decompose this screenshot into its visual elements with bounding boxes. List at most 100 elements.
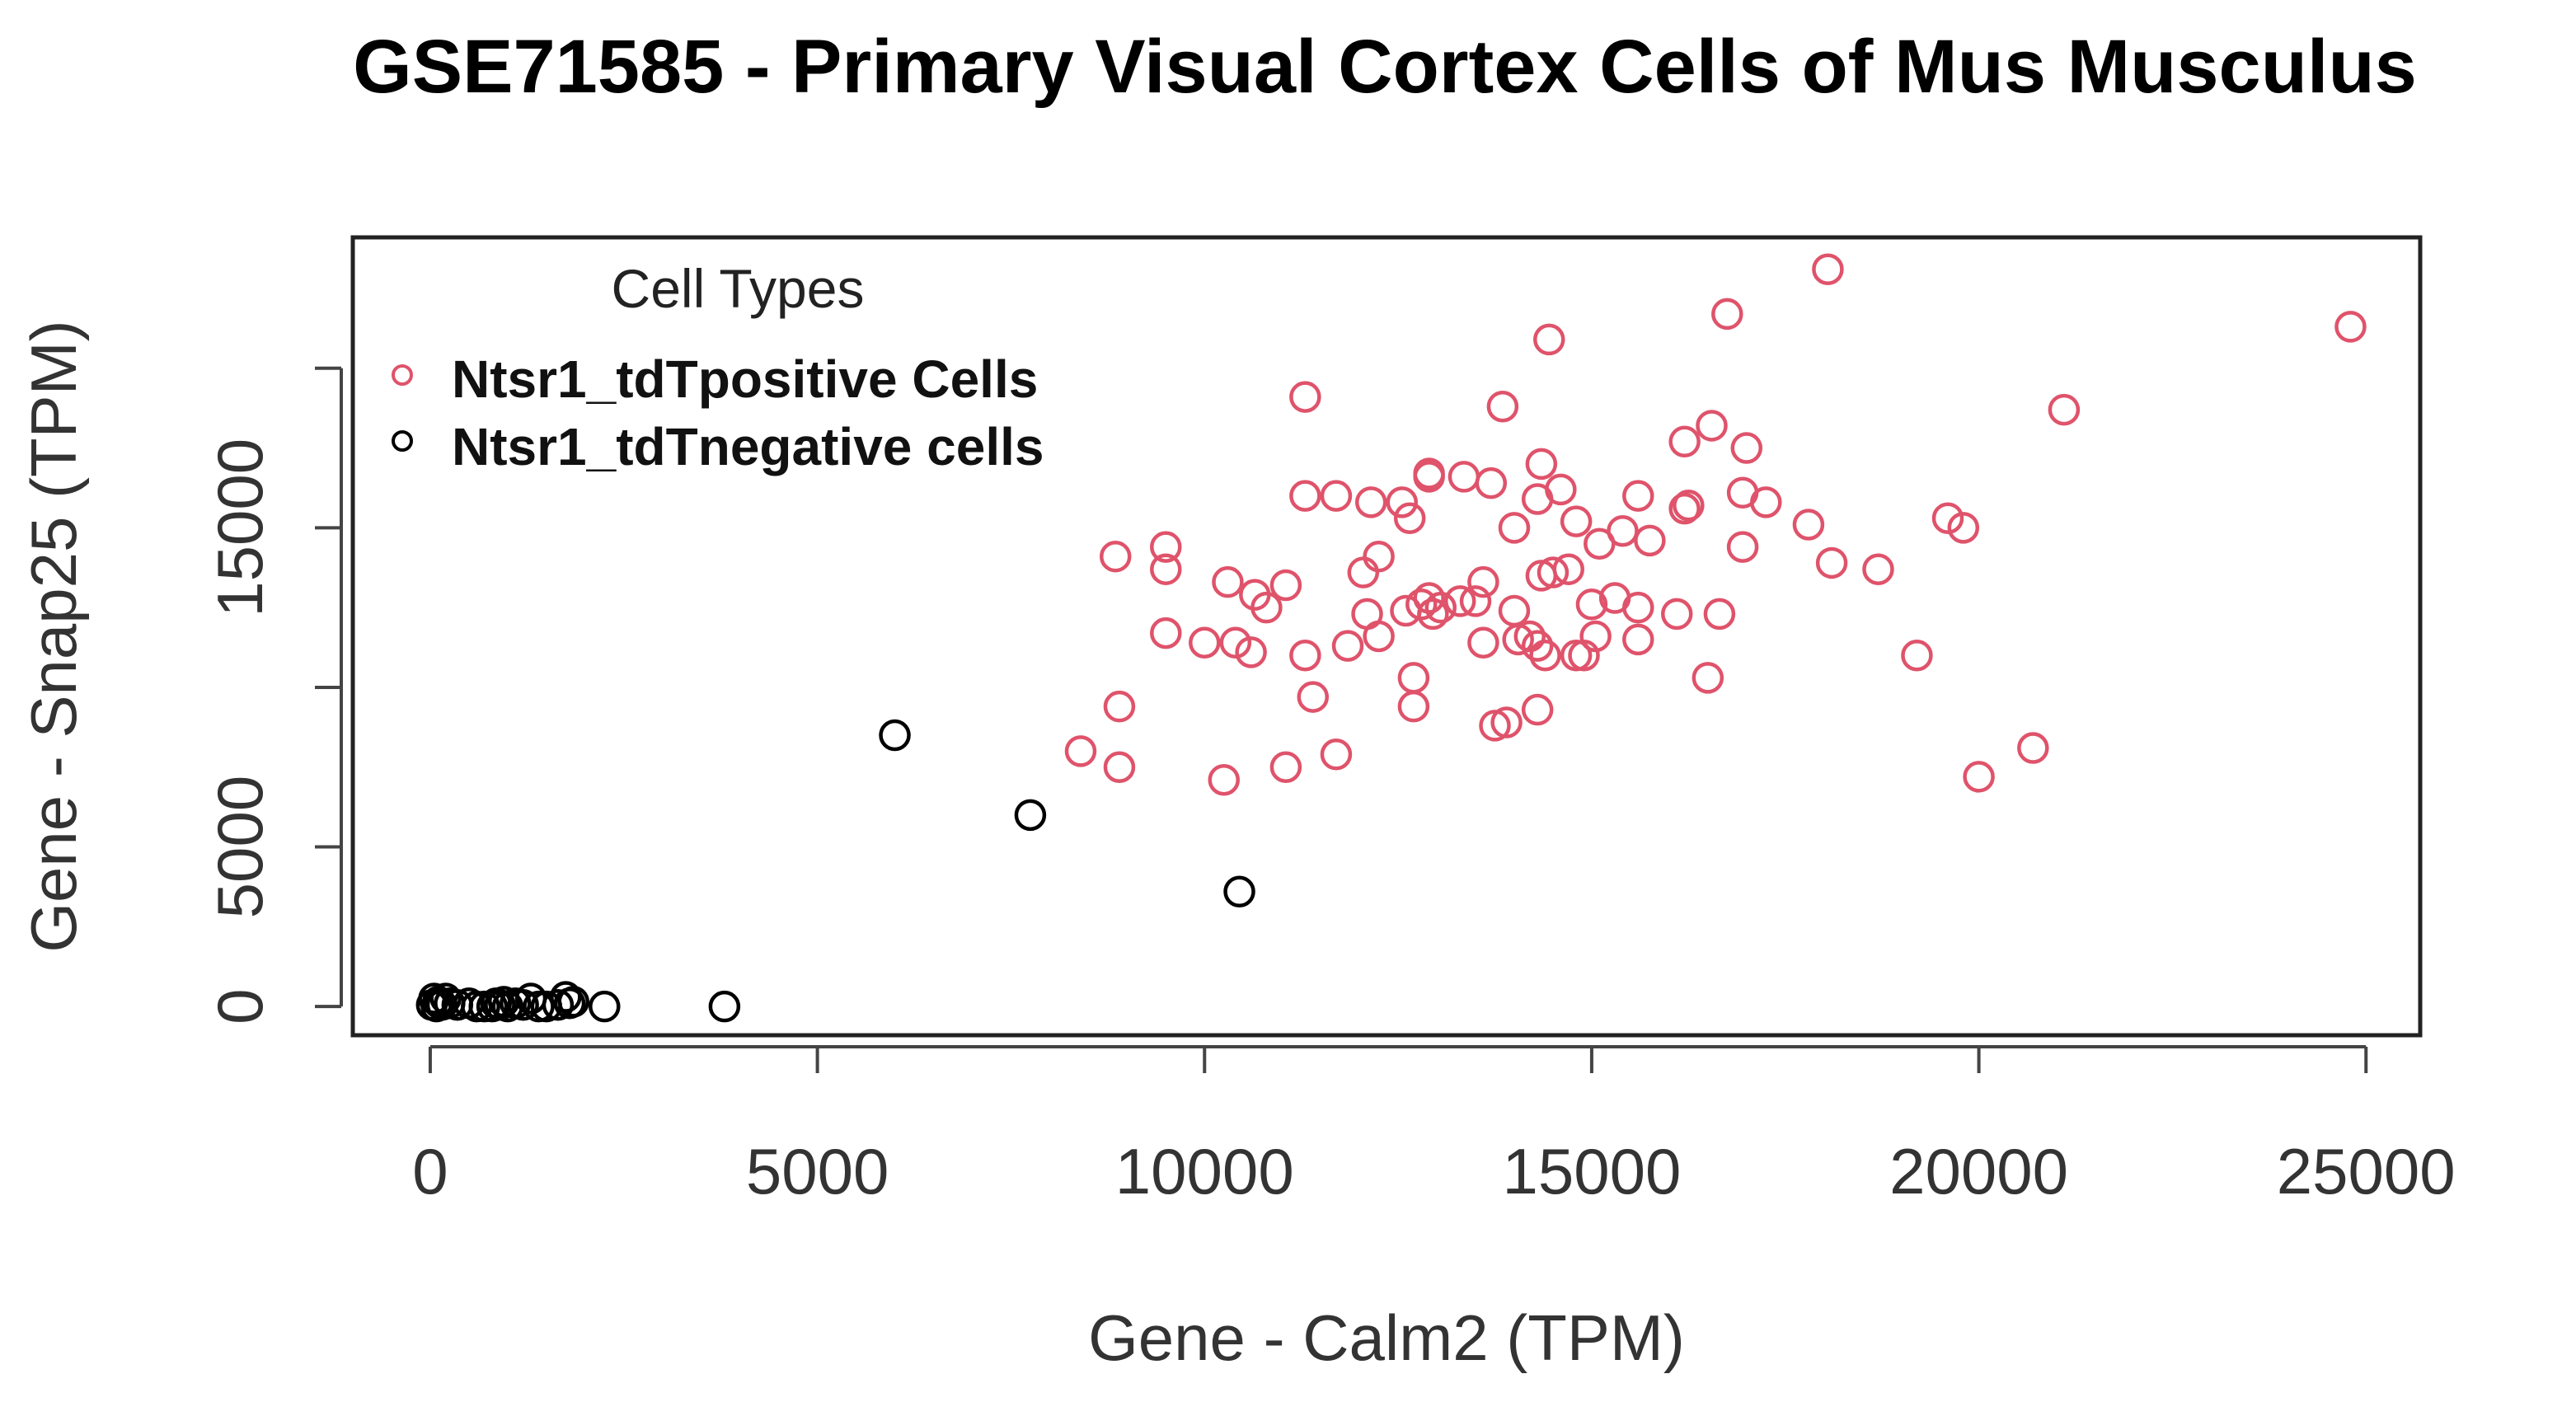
point-positive bbox=[1417, 598, 1449, 631]
legend-label-positive: Ntsr1_tdTpositive Cells bbox=[452, 349, 1038, 409]
point-positive bbox=[1490, 706, 1523, 739]
point-positive bbox=[1963, 761, 1995, 793]
x-axis-label: Gene - Calm2 (TPM) bbox=[1088, 1301, 1685, 1374]
point-positive bbox=[1235, 636, 1267, 668]
point-negative bbox=[441, 988, 474, 1021]
point-positive bbox=[1750, 486, 1782, 518]
point-positive bbox=[2017, 732, 2049, 764]
y-tick-label: 5000 bbox=[204, 776, 276, 919]
point-positive bbox=[2048, 393, 2081, 426]
legend-marker-negative bbox=[392, 430, 413, 452]
point-negative bbox=[530, 990, 563, 1023]
point-positive bbox=[1498, 512, 1531, 544]
point-positive bbox=[1475, 467, 1508, 499]
point-positive bbox=[1525, 448, 1558, 481]
point-positive bbox=[1622, 623, 1654, 656]
point-positive bbox=[1320, 480, 1353, 512]
point-positive bbox=[1513, 620, 1546, 653]
point-negative bbox=[487, 986, 520, 1018]
point-negative bbox=[879, 719, 911, 752]
point-negative bbox=[553, 987, 586, 1020]
x-tick-label: 20000 bbox=[1889, 1135, 2068, 1207]
legend-title: Cell Types bbox=[612, 258, 865, 319]
point-positive bbox=[2334, 311, 2367, 343]
point-positive bbox=[1660, 598, 1693, 631]
point-positive bbox=[1584, 528, 1616, 560]
point-positive bbox=[1331, 630, 1364, 662]
point-positive bbox=[1575, 588, 1608, 621]
point-negative bbox=[1014, 799, 1047, 832]
point-positive bbox=[1696, 410, 1728, 442]
point-positive bbox=[1320, 739, 1353, 771]
data-points bbox=[415, 253, 2367, 1023]
point-positive bbox=[1250, 591, 1283, 624]
point-positive bbox=[1673, 489, 1705, 522]
x-axis: 0 5000 10000 15000 20000 25000 bbox=[412, 1045, 2456, 1207]
point-positive bbox=[1711, 298, 1743, 331]
point-positive bbox=[1529, 639, 1561, 672]
point-positive bbox=[1351, 598, 1383, 631]
y-tick-label: 0 bbox=[204, 988, 276, 1024]
y-axis-label: Gene - Snap25 (TPM) bbox=[17, 320, 90, 952]
point-positive bbox=[1521, 630, 1554, 662]
point-positive bbox=[1692, 662, 1724, 694]
point-negative bbox=[589, 990, 621, 1023]
point-positive bbox=[1289, 480, 1321, 512]
point-negative bbox=[550, 981, 582, 1013]
y-tick-label: 15000 bbox=[204, 438, 276, 617]
point-positive bbox=[1521, 483, 1554, 515]
point-positive bbox=[1726, 531, 1759, 563]
point-positive bbox=[1269, 751, 1302, 784]
point-positive bbox=[1397, 690, 1430, 723]
x-tick-label: 10000 bbox=[1115, 1135, 1294, 1207]
point-positive bbox=[1498, 594, 1531, 627]
point-positive bbox=[1064, 735, 1097, 767]
point-positive bbox=[1467, 565, 1499, 598]
point-positive bbox=[1297, 681, 1330, 713]
point-positive bbox=[1560, 505, 1593, 537]
point-positive bbox=[1150, 553, 1182, 585]
point-positive bbox=[1150, 617, 1182, 649]
legend-label-negative: Ntsr1_tdTnegative cells bbox=[452, 417, 1044, 476]
legend: Cell Types Ntsr1_tdTpositive Cells Ntsr1… bbox=[392, 258, 1044, 476]
point-positive bbox=[1459, 585, 1492, 617]
point-positive bbox=[1269, 569, 1302, 602]
point-positive bbox=[1103, 751, 1136, 784]
point-positive bbox=[1703, 598, 1736, 631]
point-negative bbox=[1223, 875, 1255, 908]
x-tick-label: 15000 bbox=[1502, 1135, 1681, 1207]
point-positive bbox=[1443, 585, 1476, 617]
point-positive bbox=[1386, 486, 1419, 518]
point-positive bbox=[1212, 565, 1244, 598]
x-tick-label: 5000 bbox=[746, 1135, 889, 1207]
point-positive bbox=[1730, 432, 1763, 464]
point-positive bbox=[1862, 553, 1894, 585]
point-positive bbox=[1622, 591, 1654, 624]
point-positive bbox=[1393, 502, 1426, 534]
point-positive bbox=[1486, 390, 1519, 423]
point-positive bbox=[1502, 623, 1534, 656]
point-negative bbox=[708, 990, 741, 1023]
point-positive bbox=[1792, 509, 1825, 541]
point-positive bbox=[1901, 639, 1933, 672]
plot-frame bbox=[350, 235, 2423, 1038]
point-positive bbox=[1622, 480, 1654, 512]
point-negative bbox=[523, 990, 555, 1023]
point-positive bbox=[1363, 540, 1395, 573]
point-positive bbox=[1552, 553, 1584, 585]
point-negative bbox=[415, 988, 448, 1021]
point-positive bbox=[1467, 626, 1499, 659]
point-positive bbox=[1219, 626, 1252, 659]
point-positive bbox=[1521, 693, 1554, 726]
point-positive bbox=[1668, 425, 1701, 458]
point-positive bbox=[1448, 461, 1480, 493]
point-positive bbox=[1103, 690, 1136, 723]
legend-marker-positive bbox=[392, 364, 413, 386]
y-axis: 0 5000 15000 bbox=[204, 366, 343, 1025]
point-positive bbox=[1947, 512, 1980, 544]
point-positive bbox=[1634, 524, 1666, 557]
point-positive bbox=[1208, 763, 1240, 796]
x-tick-label: 0 bbox=[412, 1135, 448, 1207]
point-positive bbox=[1931, 502, 1964, 534]
